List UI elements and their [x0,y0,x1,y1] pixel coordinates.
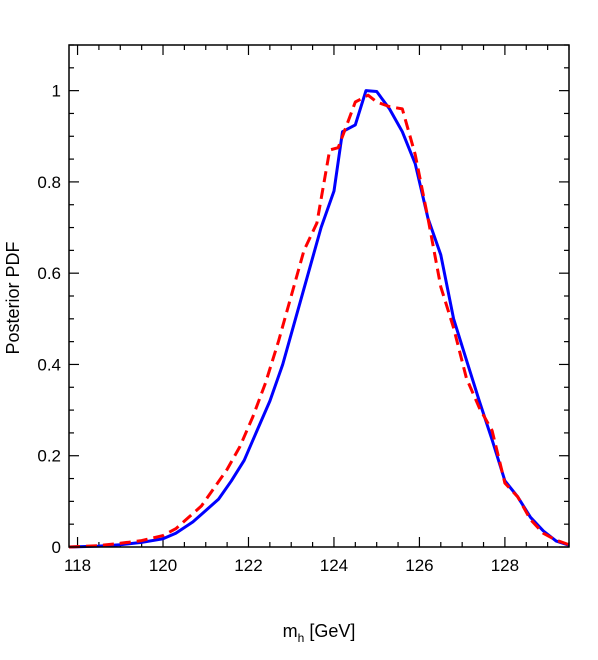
x-tick-label: 118 [64,556,91,575]
y-tick-label: 0.2 [37,447,61,466]
y-tick-label: 1 [52,82,61,101]
x-tick-label: 126 [405,556,433,575]
red-dashed-series-line [68,93,570,549]
x-axis-title: mh [GeV] [283,621,356,645]
blue-solid-series-line [68,89,570,549]
y-axis-label: Posterior PDF [3,241,23,354]
y-tick-label: 0 [52,538,61,557]
axis-ticks [69,44,570,548]
x-tick-label: 124 [320,556,348,575]
x-axis-label: mh [GeV] [283,621,356,645]
y-tick-label: 0.6 [37,264,61,283]
x-tick-label: 122 [234,556,262,575]
x-tick-label: 128 [491,556,519,575]
plot-frame [68,44,570,548]
y-tick-label: 0.8 [37,173,61,192]
y-axis-title: Posterior PDF [3,241,23,354]
x-tick-label: 120 [149,556,177,575]
series-lines [68,89,570,549]
tick-labels: 118 120 122 124 126 128 0 0.2 0.4 0.6 0.8 1 [37,82,519,575]
y-tick-label: 0.4 [37,355,61,374]
